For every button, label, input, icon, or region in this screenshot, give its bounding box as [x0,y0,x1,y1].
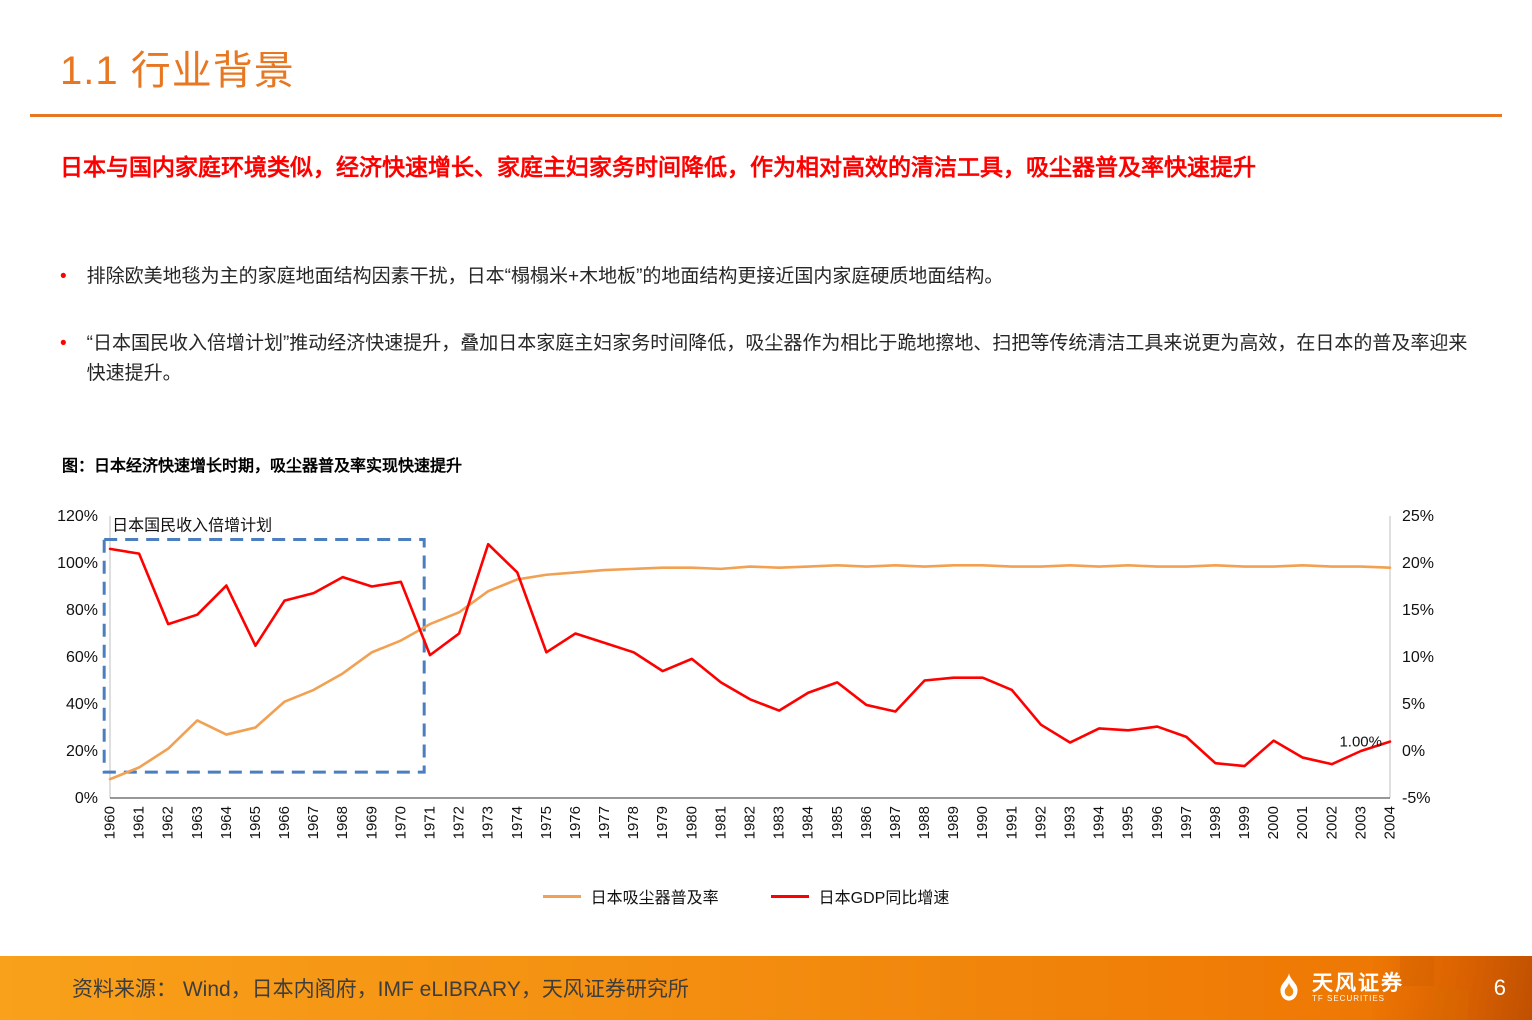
bullet-text: 排除欧美地毯为主的家庭地面结构因素干扰，日本“榻榻米+木地板”的地面结构更接近国… [86,266,1004,287]
chart-legend: 日本吸尘器普及率 日本GDP同比增速 [46,884,1446,908]
logo-subtitle: TF SECURITIES [1312,993,1386,1003]
logo-name: 天风证券 [1312,971,1404,995]
svg-text:40%: 40% [66,696,98,713]
list-item: • 排除欧美地毯为主的家庭地面结构因素干扰，日本“榻榻米+木地板”的地面结构更接… [60,262,1468,291]
svg-text:1969: 1969 [363,806,380,839]
svg-text:2002: 2002 [1323,806,1340,839]
dual-axis-line-chart: 0% 20% 40% 60% 80% 100% 120% -5% 0% 5% 10% 15% 20% 25… [57,508,1434,839]
svg-text:1961: 1961 [131,806,148,839]
svg-text:1996: 1996 [1149,806,1166,839]
source-text: 资料来源： Wind，日本内阁府，IMF eLIBRARY，天风证券研究所 [72,978,689,1001]
svg-text:2003: 2003 [1352,806,1369,839]
svg-text:120%: 120% [57,508,98,525]
svg-text:1972: 1972 [451,806,468,839]
bullet-marker: • [60,333,67,355]
svg-text:1979: 1979 [654,806,671,839]
svg-text:1970: 1970 [392,806,409,839]
svg-text:1986: 1986 [858,806,875,839]
svg-text:1965: 1965 [247,806,264,839]
footer-bar: 资料来源： Wind，日本内阁府，IMF eLIBRARY，天风证券研究所 天风… [0,956,1532,1020]
tf-securities-logo: 天风证券 TF SECURITIES [1276,956,1404,1020]
logo-text: 天风证券 TF SECURITIES [1312,971,1404,1003]
svg-text:1999: 1999 [1236,806,1253,839]
svg-text:20%: 20% [1402,555,1434,572]
svg-text:80%: 80% [66,602,98,619]
footer-decoration-square [1434,990,1468,1020]
svg-text:2004: 2004 [1382,806,1399,839]
svg-text:1993: 1993 [1062,806,1079,839]
footer-decoration-square [1400,956,1434,986]
section-headline: 日本与国内家庭环境类似，经济快速增长、家庭主妇家务时间降低，作为相对高效的清洁工… [60,154,1256,180]
svg-text:0%: 0% [1402,743,1425,760]
legend-label: 日本吸尘器普及率 [590,890,719,907]
svg-text:15%: 15% [1402,602,1434,619]
svg-text:0%: 0% [75,790,98,807]
legend-label: 日本GDP同比增速 [818,890,950,907]
svg-text:1988: 1988 [916,806,933,839]
list-item: • “日本国民收入倍增计划”推动经济快速提升，叠加日本家庭主妇家务时间降低，吸尘… [60,329,1468,388]
svg-text:100%: 100% [57,555,98,572]
svg-text:1973: 1973 [480,806,497,839]
svg-text:1989: 1989 [945,806,962,839]
chart-caption: 图：日本经济快速增长时期，吸尘器普及率实现快速提升 [62,458,463,475]
footer-decoration [1372,956,1532,1020]
chart-area: 0% 20% 40% 60% 80% 100% 120% -5% 0% 5% 10% 15% 20% 25… [46,500,1446,908]
svg-text:10%: 10% [1402,649,1434,666]
svg-text:1971: 1971 [422,806,439,839]
svg-text:1962: 1962 [160,806,177,839]
svg-text:1977: 1977 [596,806,613,839]
svg-text:1963: 1963 [189,806,206,839]
svg-text:1964: 1964 [218,806,235,839]
svg-text:1978: 1978 [625,806,642,839]
title-divider [30,114,1502,117]
svg-text:60%: 60% [66,649,98,666]
svg-text:1998: 1998 [1207,806,1224,839]
svg-text:1983: 1983 [771,806,788,839]
svg-text:1.00%: 1.00% [1339,734,1382,751]
legend-line-swatch-orange [542,894,581,898]
svg-text:1975: 1975 [538,806,555,839]
svg-text:1982: 1982 [742,806,759,839]
svg-text:1976: 1976 [567,806,584,839]
svg-text:20%: 20% [66,743,98,760]
svg-text:1966: 1966 [276,806,293,839]
bullet-list: • 排除欧美地毯为主的家庭地面结构因素干扰，日本“榻榻米+木地板”的地面结构更接… [60,262,1468,426]
page-number: 6 [1493,975,1506,1000]
legend-line-swatch-red [770,894,809,898]
svg-text:1997: 1997 [1178,806,1195,839]
svg-text:1967: 1967 [305,806,322,839]
svg-text:25%: 25% [1402,508,1434,525]
bullet-text: “日本国民收入倍增计划”推动经济快速提升，叠加日本家庭主妇家务时间降低，吸尘器作… [86,333,1468,384]
page-title: 1.1 行业背景 [60,49,295,93]
svg-text:1991: 1991 [1003,806,1020,839]
svg-text:1981: 1981 [712,806,729,839]
svg-text:1990: 1990 [974,806,991,839]
logo-flame-icon [1280,973,1298,1001]
svg-text:1984: 1984 [800,806,817,839]
svg-text:1992: 1992 [1032,806,1049,839]
svg-text:1974: 1974 [509,806,526,839]
svg-text:2001: 2001 [1294,806,1311,839]
svg-text:1994: 1994 [1091,806,1108,839]
svg-text:-5%: -5% [1402,790,1430,807]
svg-text:1980: 1980 [683,806,700,839]
svg-text:日本国民收入倍增计划: 日本国民收入倍增计划 [112,517,272,535]
legend-item-gdp: 日本GDP同比增速 [770,884,950,908]
svg-text:1968: 1968 [334,806,351,839]
svg-text:1960: 1960 [102,806,119,839]
bullet-marker: • [60,266,67,287]
svg-text:2000: 2000 [1265,806,1282,839]
svg-text:1985: 1985 [829,806,846,839]
svg-text:5%: 5% [1402,696,1425,713]
svg-text:1987: 1987 [887,806,904,839]
legend-item-penetration: 日本吸尘器普及率 [542,884,719,908]
svg-text:1995: 1995 [1120,806,1137,839]
